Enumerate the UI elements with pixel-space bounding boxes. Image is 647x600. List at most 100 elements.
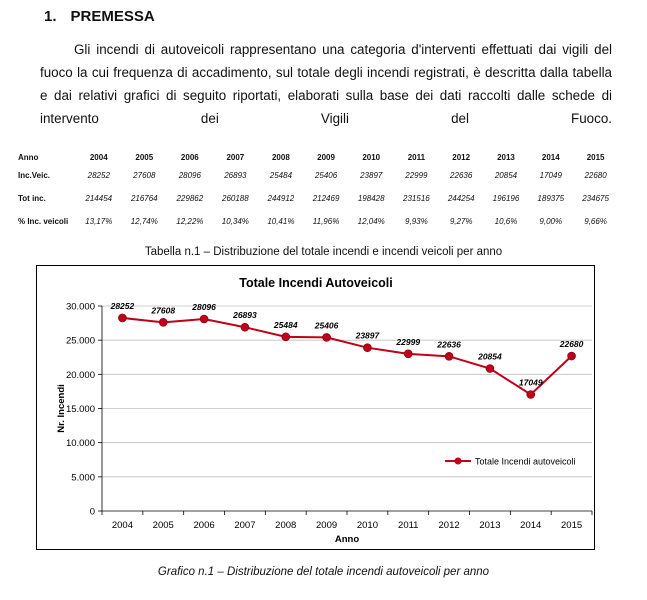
series-line: [122, 316, 573, 396]
x-tick-label: 2010: [357, 520, 378, 531]
table-cell: 214454: [85, 194, 113, 203]
chart-frame: Totale Incendi Autoveicoli 0 5.000 10.000 15…: [36, 265, 595, 550]
legend-label: Totale Incendi autoveicoli: [475, 457, 576, 467]
x-axis-label: Anno: [335, 534, 359, 545]
x-tick-label: 2009: [316, 520, 337, 531]
table-cell: 244254: [447, 194, 475, 203]
table-year-header: 2006: [180, 152, 199, 162]
table-cell: 25406: [314, 171, 338, 180]
table-cell: 17049: [539, 171, 562, 180]
table-year-header: 2009: [317, 152, 335, 162]
data-point: [567, 351, 576, 361]
data-label: 20854: [477, 351, 502, 361]
data-label: 25484: [273, 320, 298, 330]
table-cell: 10,34%: [221, 217, 249, 226]
table-row: % Inc. veicoli 13,17% 12,74% 12,22% 10,34% 10…: [18, 210, 618, 233]
section-title: PREMESSA: [70, 8, 155, 25]
section-number: 1.: [44, 8, 57, 25]
data-point: [444, 352, 454, 361]
data-label: 22680: [559, 339, 584, 349]
table-cell: 20854: [494, 171, 518, 180]
table-cell: 10,41%: [267, 217, 295, 226]
table-row: Inc.Veic. 28252 27608 28096 26893 25484 25406 2…: [18, 164, 618, 187]
x-tick-label: 2011: [398, 520, 418, 531]
table-year-header: 2015: [586, 152, 605, 162]
table-cell: 10,6%: [494, 217, 518, 226]
table-cell: 12,04%: [357, 217, 385, 226]
table-caption: Tabella n.1 – Distribuzione del totale i…: [144, 246, 503, 258]
table-year-header: 2013: [497, 152, 515, 162]
x-tick-label: 2013: [479, 520, 500, 531]
table-year-header: 2014: [541, 152, 560, 162]
y-tick-label: 10.000: [66, 438, 95, 449]
data-label: 26893: [232, 310, 257, 320]
table-cell: 260188: [222, 194, 249, 203]
y-tick-label: 30.000: [66, 302, 95, 313]
x-tick-label: 2004: [112, 520, 133, 531]
table-cell: 27608: [133, 171, 156, 180]
data-table: Anno 2004 2005 2006 2007 2008 2009 2010 2011 2012…: [18, 150, 618, 233]
x-tick-label: 2006: [194, 520, 215, 531]
data-point: [485, 364, 495, 373]
table-cell: 244912: [267, 194, 295, 203]
table-cell: 26893: [224, 171, 247, 180]
table-cell: 212469: [312, 194, 340, 203]
table-cell: 229862: [176, 194, 204, 203]
table-cell: 11,96%: [312, 217, 340, 226]
data-label: 27608: [150, 305, 175, 315]
table-cell: 9,00%: [539, 217, 563, 226]
section-heading: 1. PREMESSA: [44, 8, 155, 25]
data-point: [526, 390, 536, 399]
data-label: 22636: [436, 339, 461, 349]
table-year-header: 2005: [135, 152, 154, 162]
legend-marker: [454, 457, 462, 465]
y-tick-label: 15.000: [66, 404, 95, 415]
data-label: 22999: [395, 337, 420, 347]
y-tick-label: 0: [90, 507, 95, 518]
intro-paragraph-text: Gli incendi di autoveicoli rappresentano…: [40, 42, 612, 126]
x-tick-label: 2012: [439, 520, 460, 531]
table-cell: 13,17%: [85, 217, 113, 226]
table-cell: 23897: [360, 171, 383, 180]
table-row-label: Inc.Veic.: [18, 171, 51, 180]
table-year-header: 2012: [452, 152, 471, 162]
data-point: [240, 322, 250, 332]
x-tick-label: 2005: [153, 520, 174, 531]
table-cell: 198428: [357, 194, 385, 203]
table-row: Tot inc. 214454 216764 229862 260188 244912 21…: [18, 187, 618, 210]
table-cell: 12,74%: [130, 217, 158, 226]
table-cell: 189375: [537, 194, 565, 203]
y-tick-label: 5.000: [71, 472, 95, 483]
table-cell: 22680: [584, 171, 607, 180]
data-point: [403, 349, 413, 359]
table-row-label: Tot inc.: [18, 194, 46, 203]
data-point: [158, 318, 168, 327]
data-label: 25406: [314, 320, 339, 330]
y-axis-label: Nr. Incendi: [56, 384, 67, 433]
table-cell: 196196: [492, 194, 520, 203]
x-tick-label: 2007: [234, 520, 255, 531]
table-header-label: Anno: [18, 152, 39, 162]
intro-paragraph: Gli incendi di autoveicoli rappresentano…: [40, 38, 612, 153]
line-chart: Totale Incendi Autoveicoli 0 5.000 10.000 15…: [56, 276, 593, 545]
data-label: 28252: [110, 301, 135, 311]
data-label: 23897: [355, 331, 381, 341]
x-tick-label: 2015: [561, 520, 582, 531]
table-year-header: 2011: [407, 152, 426, 162]
data-point: [363, 343, 372, 353]
data-point: [118, 313, 127, 323]
table-row-label: % Inc. veicoli: [18, 217, 69, 226]
table-cell: 25484: [269, 171, 293, 180]
table-cell: 22999: [405, 171, 428, 180]
table-year-header: 2004: [89, 152, 108, 162]
table-cell: 216764: [130, 194, 158, 203]
table-header-row: Anno 2004 2005 2006 2007 2008 2009 2010 2011 2012…: [18, 150, 618, 164]
data-point: [322, 333, 331, 342]
table-year-header: 2010: [362, 152, 381, 162]
table-year-header: 2008: [271, 152, 290, 162]
table-year-header: 2007: [226, 152, 245, 162]
figure-caption: Grafico n.1 – Distribuzione del totale i…: [157, 566, 490, 578]
table-cell: 234675: [582, 194, 609, 203]
table-cell: 28096: [178, 171, 201, 180]
data-point: [281, 332, 291, 342]
